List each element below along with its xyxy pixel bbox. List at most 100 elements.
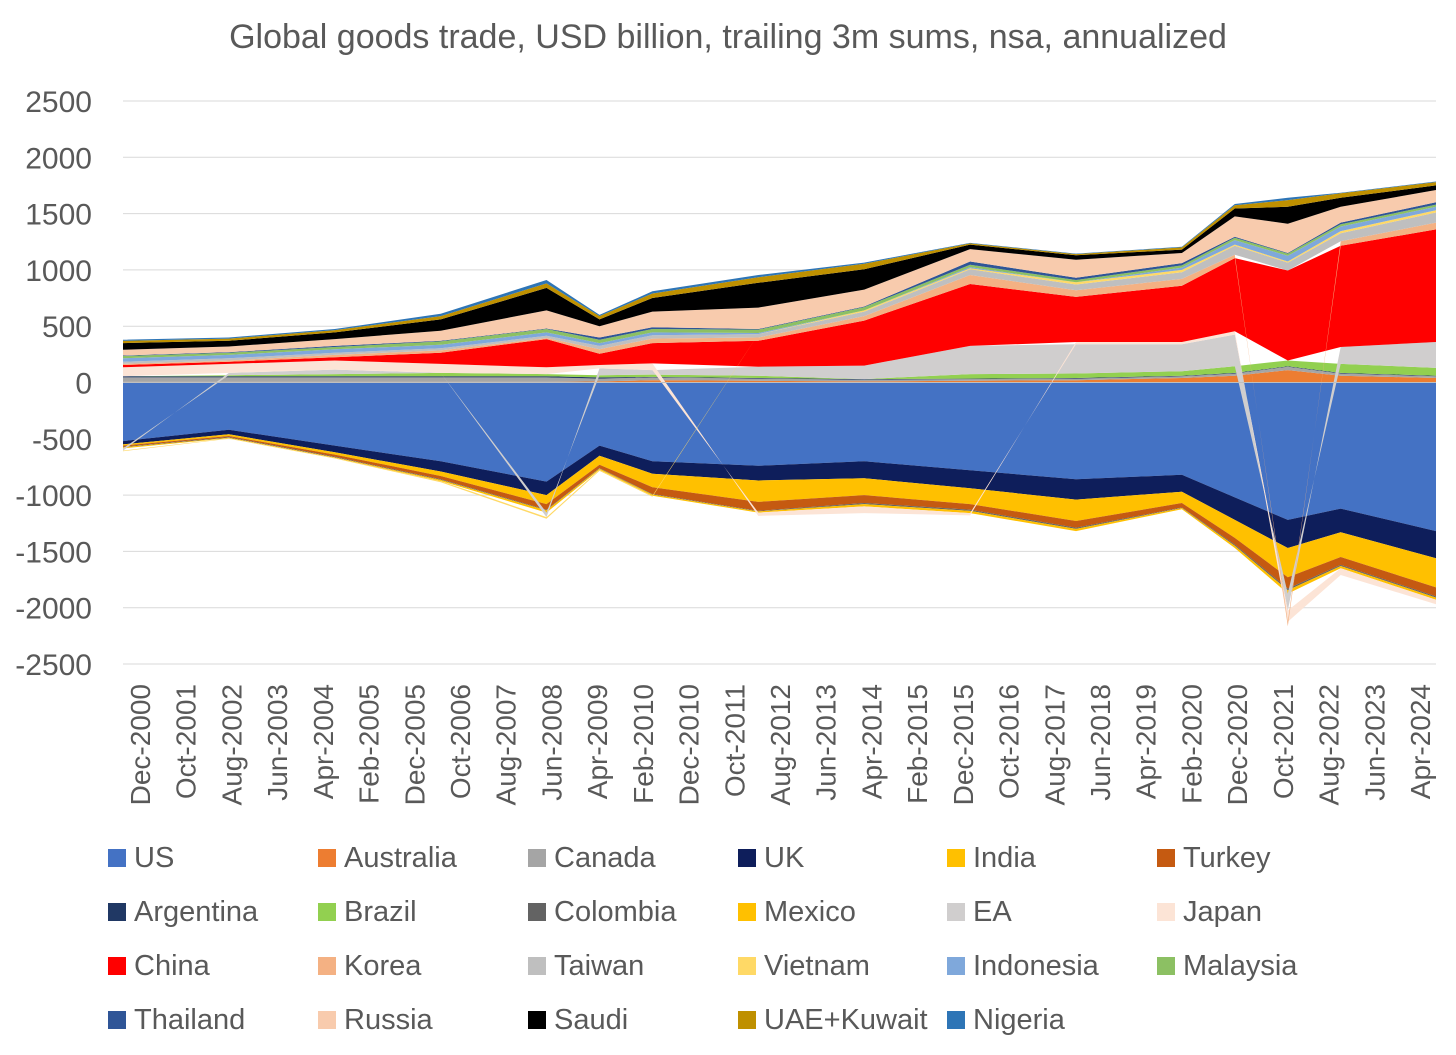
legend-item: Brazil — [318, 892, 417, 932]
y-tick-label: 1500 — [25, 199, 92, 232]
legend-item: Argentina — [108, 892, 258, 932]
legend-label: Turkey — [1183, 841, 1271, 874]
legend-item: Thailand — [108, 1000, 245, 1040]
legend-item: Taiwan — [528, 946, 644, 986]
x-tick-label: Dec-2000 — [125, 684, 156, 805]
x-tick-label: Jun-2018 — [1085, 684, 1116, 801]
x-tick-label: Aug-2022 — [1314, 684, 1345, 805]
x-tick-label: Dec-2020 — [1222, 684, 1253, 805]
legend-label: Thailand — [134, 1003, 246, 1036]
x-tick-label: Apr-2019 — [1131, 684, 1162, 799]
legend-item: Malaysia — [1157, 946, 1297, 986]
series-area-uae-kuwait — [123, 182, 1436, 344]
legend-swatch — [108, 1011, 126, 1029]
y-tick-label: 2000 — [25, 142, 92, 175]
legend-item: US — [108, 838, 174, 878]
legend-item: Colombia — [528, 892, 677, 932]
legend-swatch — [318, 957, 336, 975]
x-tick-label: Feb-2020 — [1176, 684, 1207, 804]
legend-swatch — [738, 1011, 756, 1029]
series-area-turkey — [123, 436, 1436, 597]
x-tick-label: Feb-2010 — [628, 684, 659, 804]
legend-item: EA — [947, 892, 1012, 932]
legend-label: Saudi — [554, 1003, 629, 1036]
legend-swatch — [528, 849, 546, 867]
x-tick-label: Aug-2012 — [765, 684, 796, 805]
legend-label: Malaysia — [1183, 949, 1298, 982]
legend-label: Mexico — [764, 895, 856, 928]
series-area-nigeria — [123, 181, 1436, 341]
series-area-china — [123, 229, 1436, 368]
x-tick-label: Aug-2007 — [491, 684, 522, 805]
legend-label: Vietnam — [764, 949, 870, 982]
legend-swatch — [108, 903, 126, 921]
legend-label: Indonesia — [973, 949, 1099, 982]
legend-label: China — [134, 949, 210, 982]
y-tick-label: 500 — [42, 311, 92, 344]
x-tick-label: Jun-2013 — [811, 684, 842, 801]
series-area-argentina — [123, 366, 1436, 380]
legend-label: Korea — [344, 949, 422, 982]
x-tick-label: Apr-2004 — [308, 684, 339, 799]
x-tick-label: Jun-2023 — [1359, 684, 1390, 801]
y-tick-label: 2500 — [25, 86, 92, 119]
series-area-malaysia — [123, 204, 1436, 359]
series-area-brazil — [123, 360, 1436, 380]
legend-item: UK — [738, 838, 804, 878]
y-tick-label: -2000 — [15, 593, 92, 626]
x-tick-label: Oct-2016 — [994, 684, 1025, 799]
legend-item: Mexico — [738, 892, 856, 932]
legend-label: Japan — [1183, 895, 1263, 928]
legend-swatch — [318, 903, 336, 921]
x-tick-label: Apr-2024 — [1405, 684, 1436, 799]
legend-swatch — [528, 1011, 546, 1029]
legend-label: India — [973, 841, 1036, 874]
legend-swatch — [108, 849, 126, 867]
legend-item: Canada — [528, 838, 656, 878]
legend-swatch — [108, 957, 126, 975]
legend-label: Taiwan — [554, 949, 645, 982]
x-tick-label: Oct-2006 — [445, 684, 476, 799]
legend-item: Vietnam — [738, 946, 870, 986]
legend-label: US — [134, 841, 175, 874]
legend-swatch — [738, 849, 756, 867]
legend-label: Brazil — [344, 895, 417, 928]
legend-swatch — [528, 957, 546, 975]
x-tick-label: Apr-2009 — [582, 684, 613, 799]
legend-swatch — [738, 903, 756, 921]
y-tick-label: -2500 — [15, 649, 92, 682]
legend-item: China — [108, 946, 210, 986]
legend-label: EA — [973, 895, 1012, 928]
legend-label: Australia — [344, 841, 457, 874]
legend-item: UAE+Kuwait — [738, 1000, 928, 1040]
legend-swatch — [947, 903, 965, 921]
x-tick-label: Oct-2011 — [719, 684, 750, 797]
legend-swatch — [318, 1011, 336, 1029]
legend-item: Japan — [1157, 892, 1262, 932]
legend-item: Turkey — [1157, 838, 1271, 878]
series-area-mexico — [123, 437, 1436, 600]
x-tick-label: Feb-2015 — [902, 684, 933, 804]
x-tick-label: Jun-2003 — [262, 684, 293, 801]
legend-label: Colombia — [554, 895, 677, 928]
x-tick-label: Dec-2005 — [399, 684, 430, 805]
legend-item: Australia — [318, 838, 457, 878]
x-tick-label: Oct-2021 — [1268, 684, 1299, 799]
legend-item: Korea — [318, 946, 421, 986]
chart-title: Global goods trade, USD billion, trailin… — [229, 18, 1227, 56]
y-tick-label: -1500 — [15, 536, 92, 569]
x-tick-label: Oct-2001 — [171, 684, 202, 799]
x-tick-label: Dec-2010 — [674, 684, 705, 805]
y-tick-label: 0 — [75, 368, 92, 401]
legend-swatch — [738, 957, 756, 975]
y-tick-label: 1000 — [25, 255, 92, 288]
legend-swatch — [1157, 957, 1175, 975]
legend-swatch — [528, 903, 546, 921]
x-tick-label: Dec-2015 — [948, 684, 979, 805]
legend-swatch — [1157, 849, 1175, 867]
legend-swatch — [947, 957, 965, 975]
legend-swatch — [947, 1011, 965, 1029]
series-area-colombia — [123, 437, 1436, 598]
series-area-us — [123, 382, 1436, 532]
